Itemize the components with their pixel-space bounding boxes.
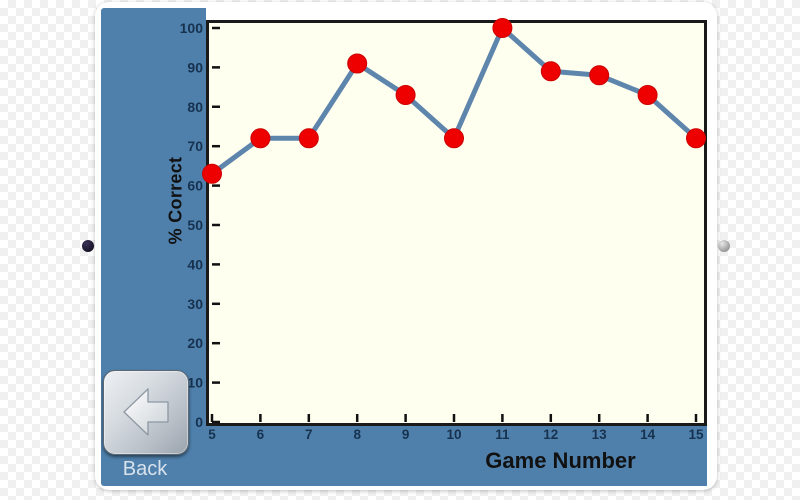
svg-text:15: 15: [688, 427, 704, 442]
svg-text:50: 50: [187, 217, 203, 233]
svg-text:7: 7: [305, 427, 313, 442]
svg-text:5: 5: [208, 427, 216, 442]
svg-text:12: 12: [543, 427, 558, 442]
svg-text:10: 10: [446, 427, 461, 442]
svg-text:100: 100: [180, 20, 204, 36]
svg-text:40: 40: [187, 256, 203, 272]
svg-text:30: 30: [187, 296, 203, 312]
svg-text:80: 80: [187, 99, 203, 115]
svg-text:60: 60: [187, 178, 203, 194]
svg-text:70: 70: [187, 138, 203, 154]
svg-text:14: 14: [640, 427, 656, 442]
svg-text:9: 9: [402, 427, 410, 442]
svg-text:8: 8: [353, 427, 361, 442]
svg-text:6: 6: [257, 427, 265, 442]
svg-text:90: 90: [187, 59, 203, 75]
svg-text:20: 20: [187, 335, 203, 351]
svg-text:11: 11: [495, 427, 510, 442]
svg-text:10: 10: [187, 375, 203, 391]
svg-text:13: 13: [592, 427, 608, 442]
svg-text:0: 0: [195, 414, 203, 430]
